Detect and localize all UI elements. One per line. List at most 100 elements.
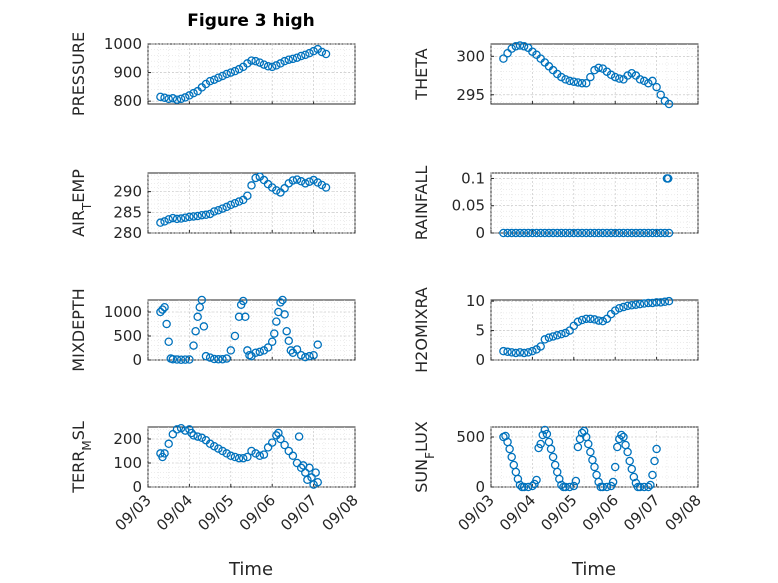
y-tick-label: 0 [132, 478, 142, 496]
data-point [623, 447, 632, 457]
data-point [222, 354, 231, 363]
data-point [561, 228, 570, 238]
y-tick-label: 0.1 [461, 169, 485, 187]
data-point [156, 307, 165, 317]
y-tick-label: 0 [475, 224, 485, 242]
data-point [540, 228, 550, 238]
data-point [218, 204, 227, 213]
data-point [230, 66, 240, 76]
data-point [561, 75, 570, 84]
data-point [313, 178, 322, 187]
panel-sun-flux: 0 500 SUNFLUX 09/0309/0409/0509/0609/0709/0… [412, 421, 705, 534]
data-point [267, 62, 277, 72]
data-point [251, 56, 260, 66]
data-point [226, 346, 236, 355]
data-point [623, 71, 632, 80]
y-tick-label: 1000 [104, 303, 142, 321]
data-point [664, 228, 674, 238]
data-point [644, 78, 653, 88]
data-point [222, 449, 231, 458]
y-tick-label: 100 [113, 454, 142, 472]
data-point [598, 316, 608, 326]
data-point [557, 228, 566, 238]
y-axis-label: AIRTEMP [69, 169, 94, 237]
panel-mixdepth: 0 500 1000 MIXDEPTH [69, 288, 356, 372]
data-point [577, 228, 587, 238]
data-point [317, 47, 327, 57]
y-tick-label: 10 [466, 292, 485, 310]
data-point [197, 210, 207, 220]
data-point [548, 332, 558, 341]
data-point [540, 335, 550, 344]
data-point [280, 184, 289, 193]
x-tick-label: 09/08 [662, 491, 705, 534]
data-point [309, 350, 318, 360]
data-points [499, 41, 674, 109]
data-point [272, 61, 281, 70]
data-point [278, 295, 287, 305]
data-point [594, 316, 603, 325]
data-point [305, 463, 314, 473]
data-point [247, 446, 256, 456]
y-tick-label: 1000 [104, 35, 142, 53]
data-point [625, 456, 634, 466]
data-point [663, 174, 673, 183]
data-point [598, 482, 608, 492]
data-point [639, 76, 649, 86]
data-point [590, 228, 599, 238]
x-tick-label: 09/04 [153, 491, 196, 534]
data-point [606, 481, 616, 491]
data-point [639, 299, 649, 308]
data-point [193, 211, 202, 221]
x-tick-label: 09/06 [579, 491, 622, 534]
y-tick-label: 500 [113, 327, 142, 345]
data-point [499, 54, 508, 63]
panel-rainfall: 0 0.05 0.1 RAINFALL [412, 166, 699, 242]
data-point [251, 449, 260, 458]
data-point [181, 355, 190, 364]
data-point [292, 175, 302, 184]
data-point [646, 480, 655, 490]
data-point [288, 54, 298, 64]
y-axis-label: RAINFALL [412, 166, 431, 241]
data-point [648, 76, 657, 86]
data-point [615, 74, 624, 83]
y-tick-label: 280 [113, 224, 142, 242]
data-point [652, 228, 661, 238]
data-point [209, 207, 219, 216]
data-point [590, 65, 599, 75]
data-point [267, 337, 277, 347]
data-point [189, 431, 198, 440]
data-point [548, 228, 558, 238]
data-point [255, 58, 265, 67]
data-point [615, 303, 624, 313]
y-tick-label: 300 [456, 47, 485, 65]
data-point [205, 76, 215, 86]
data-point [303, 475, 312, 485]
data-point [507, 228, 516, 238]
y-tick-label: 800 [113, 92, 142, 110]
data-point [613, 442, 622, 452]
data-point [635, 228, 645, 238]
data-point [664, 296, 674, 306]
data-point [160, 217, 169, 226]
figure-title: Figure 3 high [187, 11, 315, 31]
data-point [181, 213, 190, 222]
data-point [234, 64, 244, 74]
y-axis-label: THETA [412, 48, 431, 100]
data-point [606, 70, 616, 80]
data-point [176, 423, 186, 433]
data-point [577, 315, 587, 325]
data-point [586, 228, 595, 238]
data-point [172, 95, 182, 104]
data-point [251, 173, 260, 183]
data-point [515, 480, 525, 490]
data-point [627, 228, 637, 238]
data-point [301, 179, 310, 188]
data-point [652, 444, 661, 454]
data-point [623, 228, 632, 238]
data-point [544, 228, 554, 238]
data-point [538, 430, 548, 440]
data-point [515, 228, 525, 238]
